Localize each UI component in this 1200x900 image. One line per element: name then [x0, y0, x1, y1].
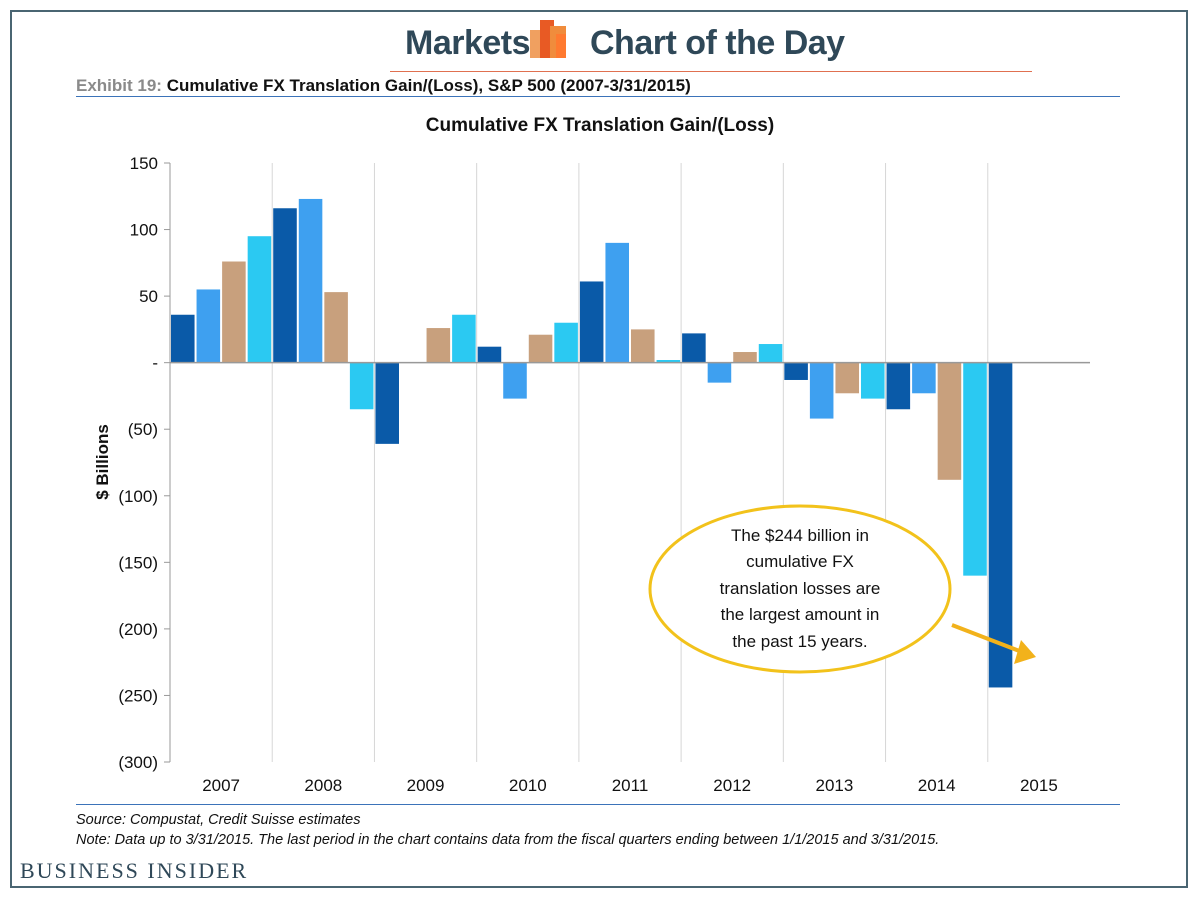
bar-2014-q1 — [886, 362, 911, 410]
callout-arrow-head — [1014, 640, 1036, 664]
bar-2013-q2 — [809, 362, 834, 419]
exhibit-title: Exhibit 19: Cumulative FX Translation Ga… — [76, 76, 691, 96]
y-axis-ticks: 150 100 50 - (50) (100) (150) (200) (250) (300) — [118, 154, 170, 772]
callout: The $244 billion in cumulative FX transl… — [648, 504, 1036, 674]
bar-2010-q1 — [477, 346, 502, 363]
bar-2013-q1 — [784, 362, 808, 380]
bar-2007-q4 — [247, 236, 272, 363]
y-tick-label: (250) — [118, 686, 158, 705]
chart-title: Cumulative FX Translation Gain/(Loss) — [426, 115, 774, 136]
exhibit-label: Exhibit 19: — [76, 76, 162, 95]
exhibit-text: Cumulative FX Translation Gain/(Loss), S… — [166, 76, 691, 95]
x-tick-label: 2008 — [304, 776, 342, 795]
bar-2015-q1 — [988, 362, 1013, 688]
bar-2007-q2 — [196, 289, 221, 363]
callout-line-3: translation losses are — [720, 579, 881, 598]
bar-2012-q4 — [758, 344, 783, 363]
callout-ellipse — [648, 504, 952, 674]
source-note: Source: Compustat, Credit Suisse estimat… — [76, 812, 361, 828]
y-tick-label: 50 — [139, 287, 158, 306]
x-tick-label: 2009 — [407, 776, 445, 795]
x-tick-label: 2011 — [612, 776, 649, 795]
bar-2013-q4 — [861, 362, 885, 399]
data-note: Note: Data up to 3/31/2015. The last per… — [76, 832, 940, 848]
y-tick-label: (150) — [118, 553, 158, 572]
y-axis-label: $ Billions — [93, 424, 112, 500]
bar-2012-q1 — [682, 333, 706, 363]
bar-2014-q3 — [937, 362, 962, 480]
callout-line-2: cumulative FX — [746, 552, 854, 571]
x-tick-label: 2015 — [1020, 776, 1058, 795]
bar-2010-q3 — [528, 334, 553, 363]
y-tick-label: (50) — [128, 420, 158, 439]
bar-2011-q3 — [631, 329, 655, 363]
callout-line-5: the past 15 years. — [732, 632, 867, 651]
y-tick-label: 150 — [130, 154, 158, 173]
bar-2009-q1 — [375, 362, 399, 444]
x-axis-labels: 2007 2008 2009 2010 2011 2012 2013 2014 2015 — [202, 776, 1058, 795]
chart-of-the-day-label: Chart of the Day — [590, 24, 845, 62]
x-tick-label: 2012 — [713, 776, 751, 795]
bar-2011-q1 — [579, 281, 604, 363]
bar-2009-q3 — [426, 328, 451, 363]
bar-2007-q3 — [222, 261, 246, 363]
x-tick-label: 2007 — [202, 776, 240, 795]
page-frame — [10, 10, 1188, 888]
brand-divider — [390, 71, 1032, 72]
top-divider — [76, 96, 1120, 97]
x-tick-label: 2010 — [509, 776, 547, 795]
bar-2012-q2 — [707, 362, 732, 383]
bar-2014-q4 — [963, 362, 987, 576]
bar-2009-q4 — [452, 314, 476, 363]
y-tick-label: 100 — [130, 221, 158, 240]
bars — [171, 198, 1013, 688]
y-tick-label: (100) — [118, 487, 158, 506]
bar-2011-q4 — [656, 360, 681, 363]
bar-2008-q1 — [273, 208, 297, 363]
chart-logo-icon — [530, 20, 566, 58]
year-dividers — [271, 163, 989, 762]
callout-line-4: the largest amount in — [721, 605, 880, 624]
x-tick-label: 2014 — [918, 776, 956, 795]
x-tick-label: 2013 — [816, 776, 854, 795]
bar-2013-q3 — [835, 362, 859, 394]
y-tick-label: - — [152, 354, 158, 373]
bar-2012-q3 — [733, 352, 757, 363]
markets-label: Markets — [405, 24, 531, 62]
callout-arrow-shaft — [951, 623, 1023, 654]
y-tick-label: (300) — [118, 753, 158, 772]
callout-line-1: The $244 billion in — [731, 526, 869, 545]
bar-2008-q4 — [349, 362, 374, 410]
bar-2007-q1 — [171, 314, 195, 363]
bar-2008-q2 — [298, 198, 323, 363]
bar-2010-q2 — [503, 362, 527, 399]
business-insider-logo: BUSINESS INSIDER — [20, 858, 249, 883]
bar-2010-q4 — [554, 322, 578, 363]
brand-header: Markets Chart of the Day — [0, 20, 1200, 72]
bottom-divider — [76, 804, 1120, 805]
bar-2014-q2 — [912, 362, 936, 394]
bar-2008-q3 — [324, 292, 348, 363]
y-tick-label: (200) — [118, 620, 158, 639]
bar-2011-q2 — [605, 242, 629, 363]
